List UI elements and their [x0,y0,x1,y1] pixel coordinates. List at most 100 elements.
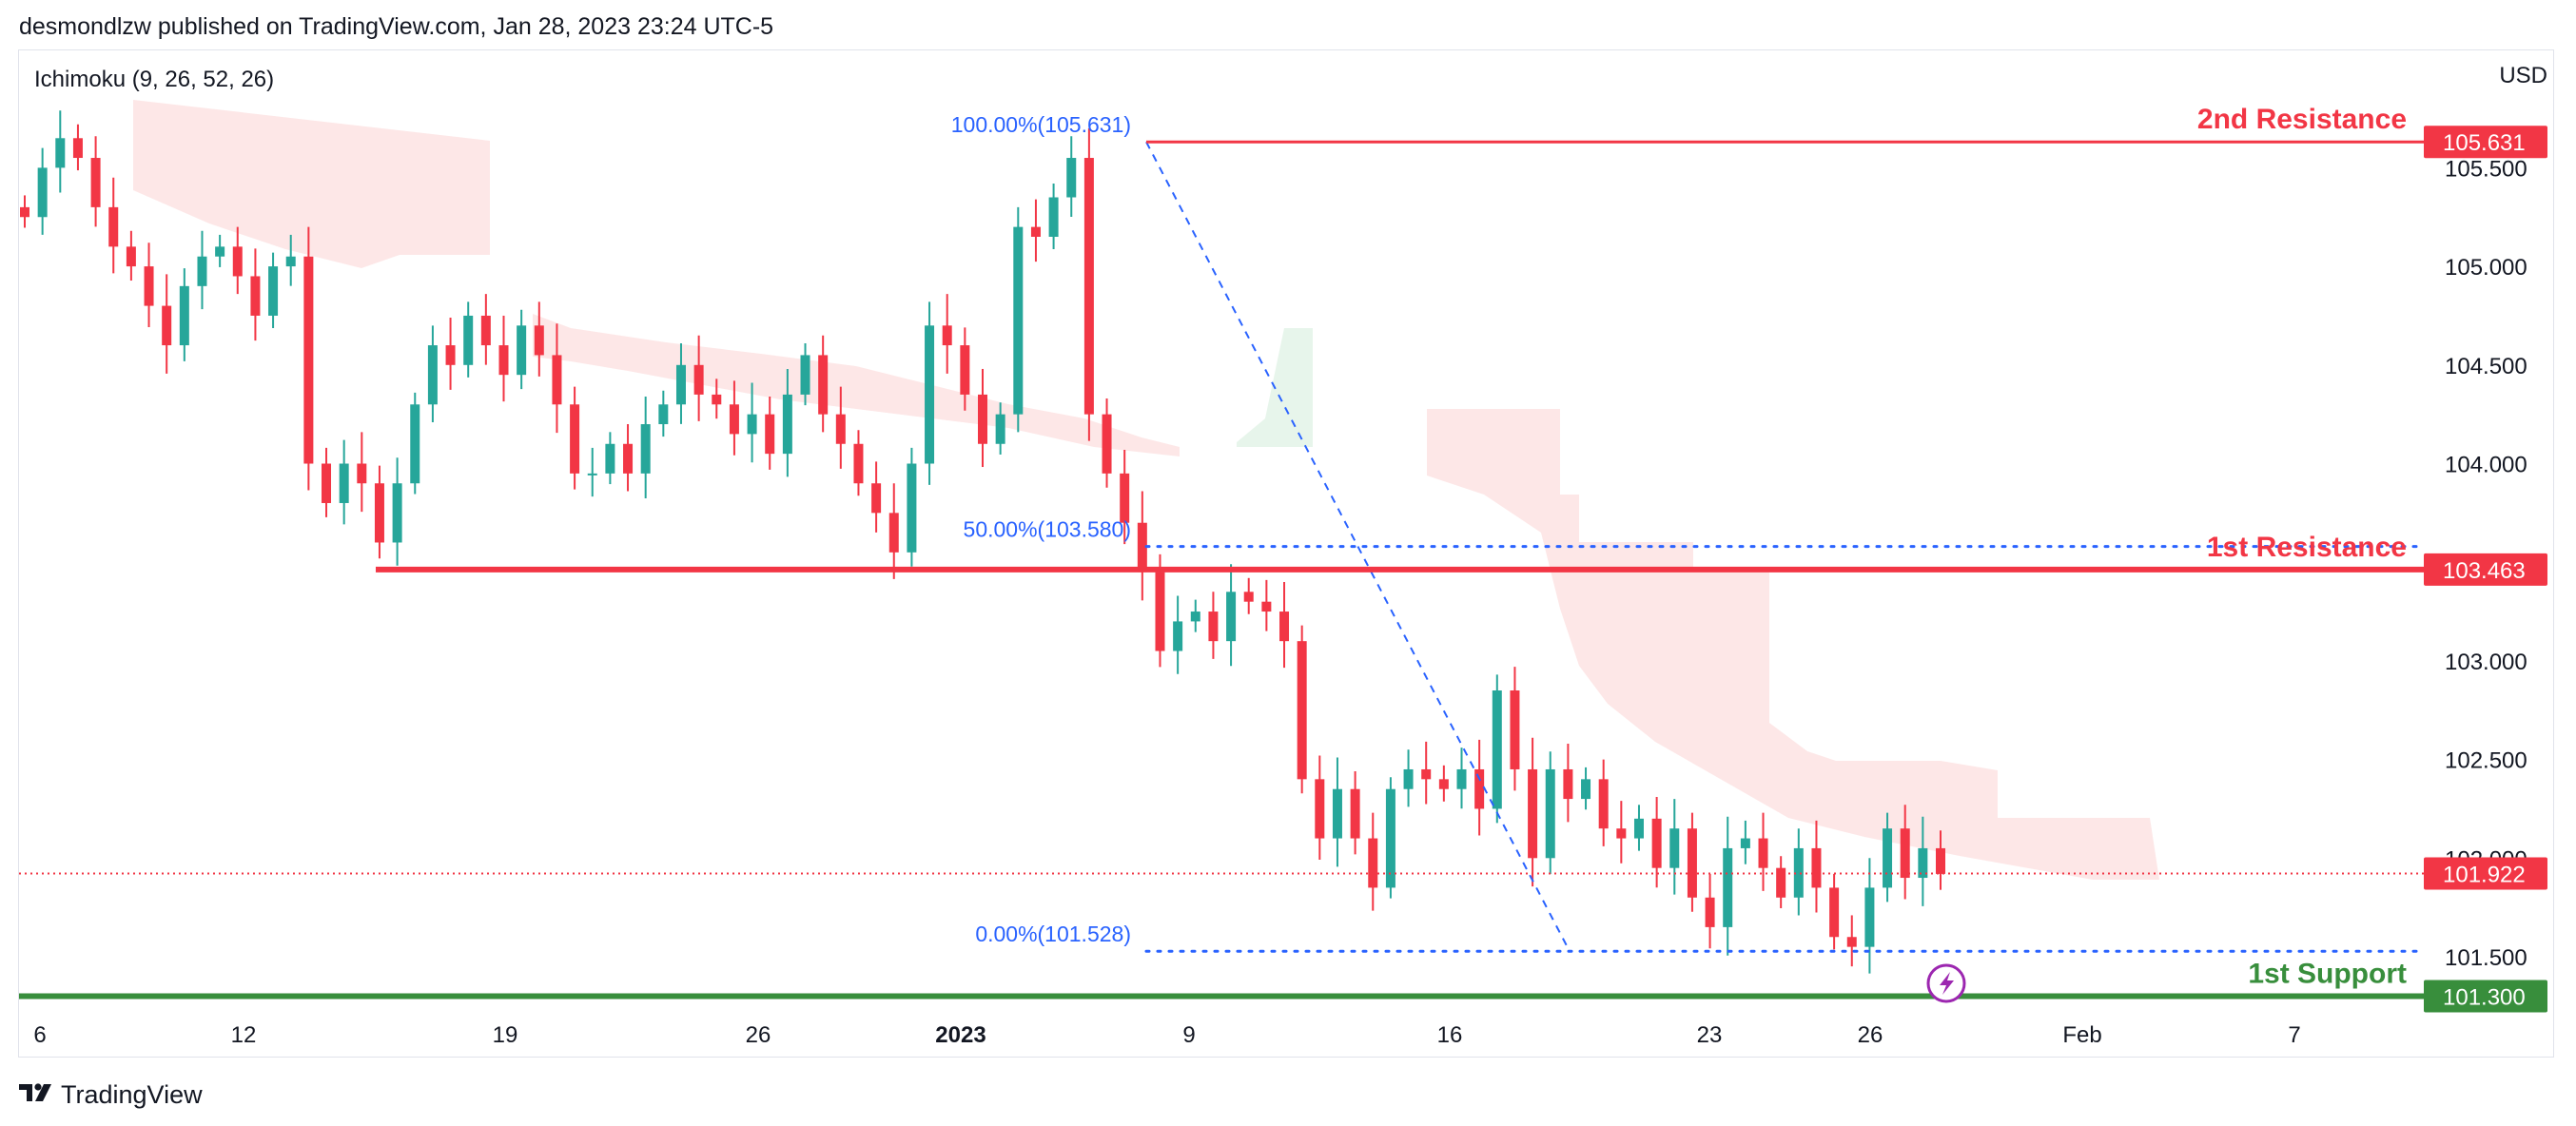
candle-body [1900,828,1910,879]
candle-body [747,414,757,435]
candle-body [126,246,136,267]
candle-body [410,404,420,484]
y-tick-label: 104.000 [2445,453,2527,478]
resistance-2-label: 2nd Resistance [2197,104,2407,135]
candle-body [268,266,279,316]
price-box-resistance-2-bg [2424,126,2547,159]
candle-body [179,285,189,346]
candle-body [1474,768,1485,809]
price-box-resistance-1-bg [2424,553,2547,586]
cloud-bear-1 [133,100,490,268]
candle-body [1883,828,1893,888]
candle-body [55,138,66,168]
fib-level-label: 0.00%(101.528) [975,922,1131,946]
x-tick-label: 6 [33,1022,46,1048]
candle-body [392,483,402,543]
candle-body [90,158,101,207]
indicator-legend[interactable]: Ichimoku (9, 26, 52, 26) [34,67,275,92]
candle-body [20,206,29,218]
candle-body [1793,847,1804,898]
candle-body [1120,473,1130,523]
price-box-support-1-bg [2424,980,2547,1013]
candle-body [1102,414,1112,474]
time-axis: 6 12 19 26 2023 9 16 23 26 Feb 7 [33,1022,2300,1048]
candle-body [1190,612,1200,622]
fib-level-label: 50.00%(103.580) [964,517,1131,542]
candle-body [1438,779,1449,789]
support-1-label: 1st Support [2248,958,2407,989]
x-tick-label: 9 [1182,1022,1195,1048]
candle-body [835,414,846,444]
candle-body [818,355,829,415]
candle-body [1403,768,1414,789]
tradingview-footer[interactable]: TradingView [19,1078,203,1111]
x-tick-label: 2023 [935,1022,986,1048]
candle-body [1687,828,1697,898]
candle-body [250,276,261,316]
x-tick-label: 23 [1697,1022,1723,1048]
price-box-current-bg [2424,857,2547,890]
candle-body [1936,847,1945,874]
candle-body [712,394,722,405]
candle-body [675,364,686,405]
candle-body [1048,197,1059,237]
candle-body [1208,612,1219,642]
x-tick-label: 12 [231,1022,257,1048]
fib-trend-line [1145,141,1571,952]
candle-body [800,355,810,395]
candle-body [1066,158,1077,198]
candle-body [853,443,864,484]
candle-body [1705,897,1715,927]
y-tick-label: 105.000 [2445,255,2527,281]
x-tick-label: 26 [1858,1022,1883,1048]
candle-body [570,404,580,474]
candle-body [1651,818,1662,868]
price-box-resistance-1[interactable]: 103.463 [2424,553,2547,586]
x-tick-label: 26 [746,1022,771,1048]
candle-body [1581,779,1591,800]
candle-body [1492,690,1502,809]
publish-info: desmondlzw published on TradingView.com,… [19,13,774,40]
cloud-bear-3 [1427,409,2159,880]
candle-body [357,463,367,484]
y-tick-label: 102.500 [2445,748,2527,774]
candle-body [322,463,332,503]
price-box-resistance-1-text: 103.463 [2443,558,2526,584]
candle-body [1279,612,1290,642]
cloud-bear-2 [533,314,1180,456]
candle-body [765,414,775,455]
candle-body [1332,788,1342,839]
candle-body [498,345,509,376]
price-box-current[interactable]: 101.922 [2424,857,2547,890]
price-box-support-1-text: 101.300 [2443,984,2526,1010]
x-tick-label: Feb [2062,1022,2101,1048]
candle-body [1226,592,1237,642]
resistance-1-label: 1st Resistance [2207,532,2407,563]
candle-body [1315,779,1325,839]
candle-body [871,483,882,514]
candle-body [463,315,474,365]
candle-body [445,345,456,365]
candle-body [1740,838,1750,848]
candle-body [1563,768,1573,800]
candle-body [1669,828,1680,868]
candle-body [108,206,119,247]
fib-level-label: 100.00%(105.631) [951,112,1131,137]
price-box-resistance-2[interactable]: 105.631 [2424,126,2547,159]
candle-body [960,345,970,395]
candle-body [374,483,384,543]
candle-body [1155,572,1165,651]
candle-body [1776,867,1786,898]
price-box-support-1[interactable]: 101.300 [2424,980,2547,1013]
candle-body [1261,601,1272,612]
candle-body [1616,828,1627,839]
candle-body [144,266,154,306]
candle-body [1510,690,1520,769]
candle-body [623,443,634,474]
price-box-current-text: 101.922 [2443,862,2526,887]
candle-body [552,355,562,405]
candle-body [658,404,669,425]
tradingview-logo-icon [19,1082,53,1108]
candle-body [1758,838,1768,868]
